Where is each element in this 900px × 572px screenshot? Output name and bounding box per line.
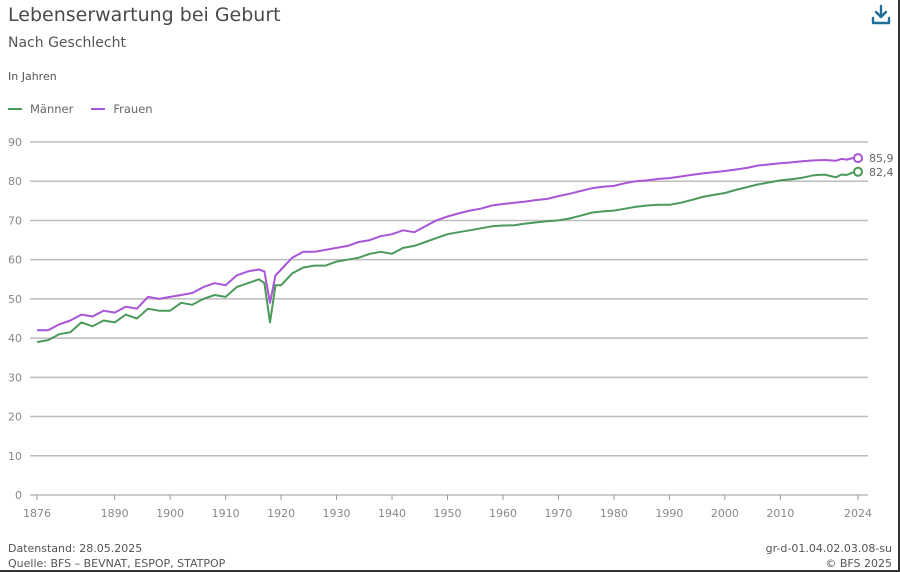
y-tick-label: 50 — [8, 293, 22, 306]
x-tick-label: 1900 — [156, 507, 184, 520]
footer-right: gr-d-01.04.02.03.08-su © BFS 2025 — [766, 541, 892, 571]
unit-label: In Jahren — [8, 70, 57, 83]
datenstand: Datenstand: 28.05.2025 — [8, 542, 143, 555]
download-icon — [871, 4, 891, 25]
y-tick-label: 60 — [8, 254, 22, 267]
x-tick-label: 1950 — [434, 507, 462, 520]
series-line-frauen[interactable] — [37, 157, 858, 332]
x-tick-label: 1940 — [378, 507, 406, 520]
y-tick-label: 70 — [8, 214, 22, 227]
legend-swatch-maenner — [8, 108, 22, 110]
x-tick-label: 1920 — [267, 507, 295, 520]
x-tick-label: 1990 — [655, 507, 683, 520]
download-button[interactable] — [870, 4, 892, 26]
series-line-maenner[interactable] — [36, 170, 859, 343]
x-tick-label: 1910 — [212, 507, 240, 520]
x-tick-label: 1970 — [544, 507, 572, 520]
y-tick-label: 90 — [8, 136, 22, 149]
chart-subtitle: Nach Geschlecht — [8, 35, 126, 51]
x-tick-label: 2024 — [844, 507, 872, 520]
y-tick-label: 80 — [8, 175, 22, 188]
y-tick-label: 40 — [8, 332, 22, 345]
end-point-marker[interactable] — [853, 166, 863, 177]
legend-swatch-frauen — [91, 108, 106, 110]
legend-item-frauen[interactable]: Frauen — [91, 102, 153, 116]
graphic-id: gr-d-01.04.02.03.08-su — [765, 542, 892, 555]
y-tick-label: 10 — [8, 450, 22, 463]
end-value-label: 82,4 — [869, 166, 894, 179]
footer-left: Datenstand: 28.05.2025 Quelle: BFS – BEV… — [8, 541, 225, 571]
x-tick-label: 1876 — [23, 507, 51, 520]
x-tick-label: 1960 — [489, 507, 517, 520]
end-point-marker[interactable] — [853, 153, 863, 164]
x-tick-label: 2000 — [711, 507, 739, 520]
x-tick-label: 1980 — [600, 507, 628, 520]
copyright: © BFS 2025 — [825, 557, 892, 570]
legend: Männer Frauen — [8, 102, 153, 116]
legend-label-frauen: Frauen — [113, 102, 153, 116]
line-chart: 0 10 20 30 40 50 60 70 80 90 1876 1890 1900 1910 1920 1… — [8, 136, 894, 520]
x-tick-label: 1890 — [101, 507, 129, 520]
end-value-label: 85,9 — [869, 152, 894, 165]
x-tick-label: 1930 — [323, 507, 351, 520]
legend-label-maenner: Männer — [30, 102, 74, 116]
x-tick-label: 2010 — [766, 507, 794, 520]
chart-title: Lebenserwartung bei Geburt — [8, 4, 281, 26]
legend-item-maenner[interactable]: Männer — [8, 102, 73, 116]
y-tick-label: 0 — [15, 489, 22, 502]
y-tick-label: 20 — [8, 411, 22, 424]
quelle: Quelle: BFS – BEVNAT, ESPOP, STATPOP — [8, 557, 226, 570]
y-tick-label: 30 — [8, 371, 22, 384]
